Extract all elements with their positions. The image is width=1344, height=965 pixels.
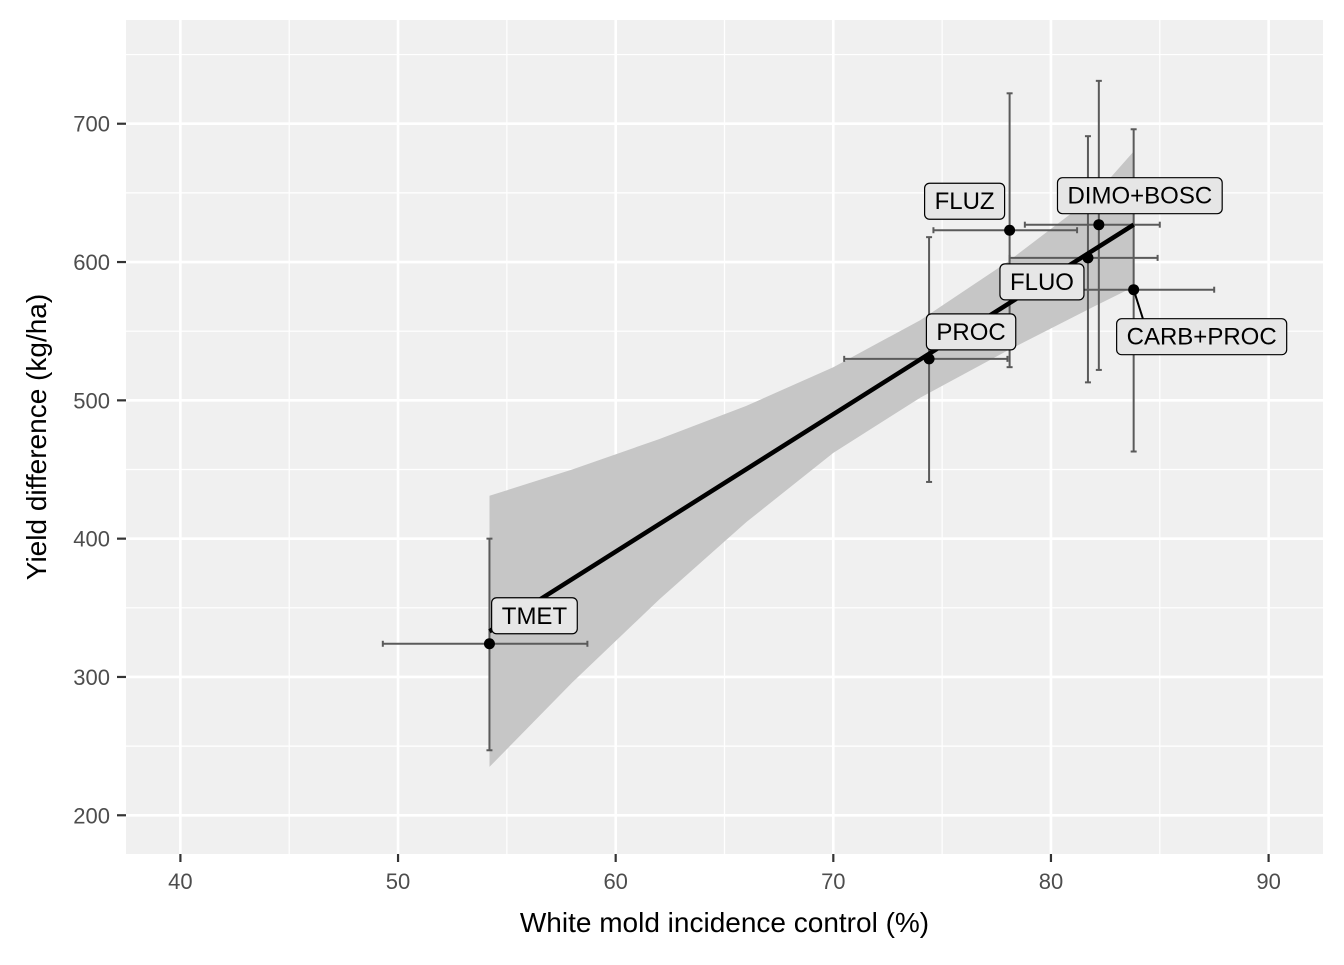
label-text: FLUO: [1010, 269, 1074, 296]
label-text: DIMO+BOSC: [1067, 183, 1212, 210]
point-label-layer: TMET PROC FLUZ FLUO DIMO+BOSC CARB+PROC: [491, 177, 1288, 635]
label-text: CARB+PROC: [1127, 324, 1277, 351]
label-text: PROC: [936, 319, 1005, 346]
label-box: [924, 182, 1006, 220]
x-tick-label: 80: [1039, 869, 1063, 894]
point-label-fluz: FLUZ: [924, 182, 1006, 220]
confidence-band-layer: [489, 151, 1134, 767]
x-tick-label: 50: [386, 869, 410, 894]
x-tick-label: 90: [1256, 869, 1280, 894]
point-label-dimo-bosc: DIMO+BOSC: [1056, 177, 1223, 215]
label-box: [491, 597, 578, 635]
x-tick-label: 60: [603, 869, 627, 894]
label-leader-line: [1132, 289, 1144, 320]
point-label-fluo: FLUO: [999, 263, 1085, 301]
axes-layer: 40 50 60 70 80 90 200 300 400 500 600 700: [73, 112, 1281, 894]
label-box: [999, 263, 1085, 301]
y-tick-label: 400: [73, 527, 110, 552]
data-point-tmet: [483, 638, 495, 650]
point-layer: [483, 219, 1140, 650]
data-point-dimo-bosc: [1093, 219, 1105, 231]
y-tick-label: 200: [73, 803, 110, 828]
data-point-fluo: [1082, 252, 1094, 264]
point-label-proc: PROC: [925, 313, 1017, 351]
x-tick-label: 40: [168, 869, 192, 894]
y-tick-label: 700: [73, 112, 110, 137]
data-point-proc: [923, 353, 935, 365]
y-tick-label: 300: [73, 665, 110, 690]
point-label-carb-proc: CARB+PROC: [1116, 289, 1288, 356]
label-box: [1116, 318, 1288, 356]
label-text: TMET: [502, 603, 568, 630]
label-text: FLUZ: [935, 188, 995, 215]
point-label-tmet: TMET: [491, 597, 578, 635]
data-point-fluz: [1004, 224, 1016, 236]
confidence-band: [489, 151, 1134, 767]
y-tick-label: 500: [73, 388, 110, 413]
y-axis-title: Yield difference (kg/ha): [21, 294, 52, 580]
major-grid: [126, 20, 1323, 854]
x-tick-label: 70: [821, 869, 845, 894]
y-tick-label: 600: [73, 250, 110, 275]
label-box: [925, 313, 1017, 351]
x-axis-title: White mold incidence control (%): [520, 907, 929, 938]
label-box: [1056, 177, 1223, 215]
